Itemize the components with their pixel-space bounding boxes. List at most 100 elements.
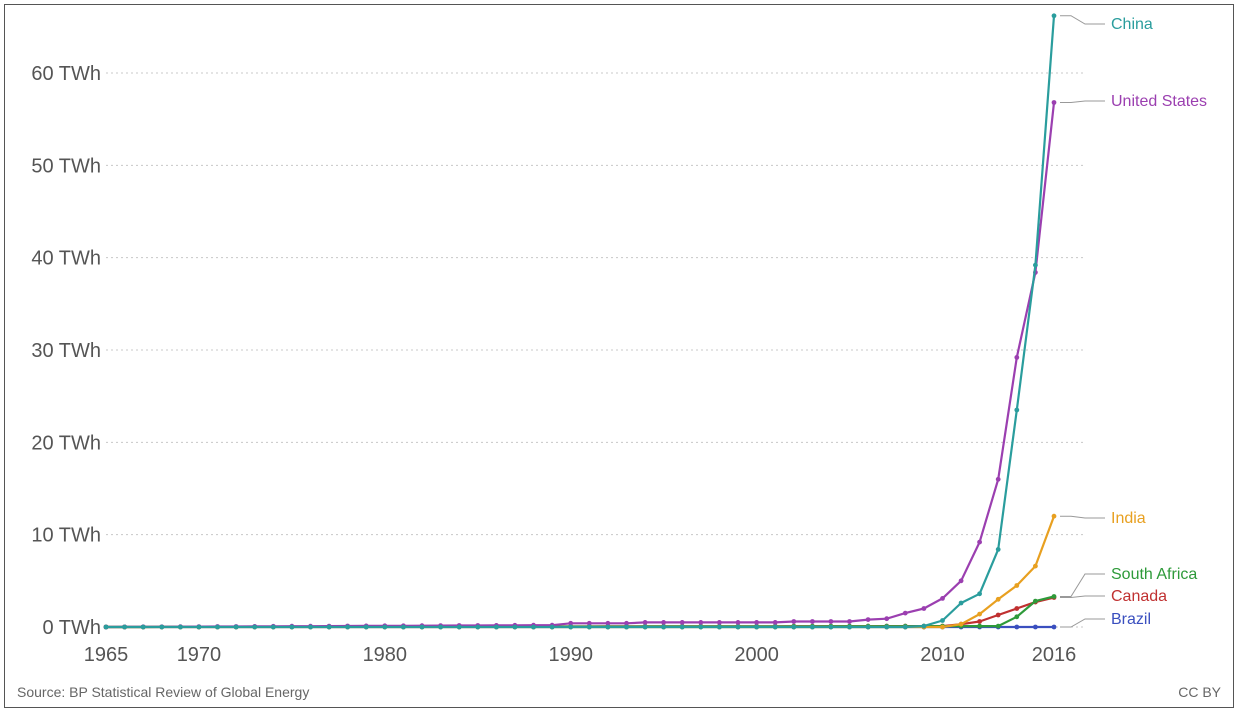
data-point <box>977 611 982 617</box>
data-point <box>605 620 611 626</box>
data-point <box>995 596 1001 602</box>
data-point <box>1014 614 1020 620</box>
data-point <box>679 620 685 625</box>
data-point <box>921 606 927 611</box>
y-axis-ticks: 0 TWh 10 TWh 20 TWh 30 TWh 40 TWh 50 TWh 60 TW… <box>31 63 101 639</box>
data-point <box>345 624 350 630</box>
data-point <box>1051 100 1057 105</box>
data-point <box>1014 355 1020 360</box>
data-point <box>661 624 666 630</box>
data-point <box>326 624 332 630</box>
series-label: China <box>1111 16 1153 33</box>
data-point <box>902 610 908 616</box>
y-tick-label: 0 TWh <box>42 617 101 639</box>
label-leader-line <box>1060 573 1105 598</box>
data-point <box>884 624 890 630</box>
data-point <box>568 624 574 630</box>
data-point <box>289 624 295 630</box>
data-point <box>995 612 1001 618</box>
data-point <box>363 624 369 630</box>
y-tick-label: 20 TWh <box>31 432 101 454</box>
series-labels: China United States India South Africa Canad… <box>1060 15 1207 628</box>
y-tick-label: 60 TWh <box>31 63 101 85</box>
data-point <box>1014 583 1020 588</box>
series-china <box>103 13 1057 630</box>
data-point <box>921 623 927 629</box>
series-line <box>105 102 1056 629</box>
data-point <box>1014 407 1020 413</box>
y-tick-label: 10 TWh <box>31 525 101 547</box>
data-point <box>1014 624 1020 630</box>
data-point <box>605 624 611 630</box>
data-point <box>791 624 797 630</box>
y-tick-label: 30 TWh <box>31 340 101 362</box>
data-point <box>1014 606 1020 611</box>
data-point <box>140 624 146 630</box>
data-point <box>308 624 313 630</box>
data-point <box>958 600 964 606</box>
data-point <box>940 618 945 623</box>
data-point <box>1033 563 1038 569</box>
data-point <box>586 624 592 630</box>
data-point <box>754 620 759 625</box>
data-point <box>847 619 852 624</box>
data-point <box>196 624 202 630</box>
data-point <box>475 624 481 630</box>
label-leader-line <box>1060 15 1105 25</box>
data-point <box>679 624 685 630</box>
x-tick-label: 2010 <box>920 644 965 666</box>
data-point <box>735 620 741 625</box>
label-leader-line <box>1060 595 1105 598</box>
data-point <box>382 624 388 630</box>
data-point <box>847 624 852 630</box>
data-point <box>1033 598 1038 604</box>
data-point <box>624 620 629 626</box>
data-point <box>995 623 1001 629</box>
data-point <box>865 624 871 630</box>
data-point <box>1051 513 1057 519</box>
x-tick-label: 1990 <box>548 644 593 666</box>
data-point <box>995 547 1001 552</box>
data-point <box>494 624 499 630</box>
data-point <box>977 539 982 545</box>
data-point <box>642 620 648 625</box>
series-united-states <box>103 100 1057 630</box>
y-tick-label: 40 TWh <box>31 248 101 270</box>
data-point <box>902 624 908 630</box>
chart-frame: 0 TWh 10 TWh 20 TWh 30 TWh 40 TWh 50 TWh 60 TW… <box>4 4 1234 708</box>
data-point <box>828 619 834 624</box>
data-point <box>772 624 778 630</box>
x-tick-label: 1970 <box>177 644 222 666</box>
data-point <box>717 624 722 630</box>
data-point <box>252 624 258 630</box>
x-tick-label: 1980 <box>363 644 408 666</box>
data-point <box>735 624 741 630</box>
y-tick-label: 50 TWh <box>31 155 101 177</box>
data-point <box>940 624 945 630</box>
data-point <box>270 624 276 630</box>
x-tick-label: 2016 <box>1032 644 1077 666</box>
data-point <box>1033 262 1038 268</box>
data-point <box>958 578 964 584</box>
data-point <box>884 616 890 622</box>
data-point <box>661 620 666 625</box>
data-point <box>549 624 555 630</box>
data-point <box>419 624 425 630</box>
data-point <box>215 624 220 630</box>
x-tick-label: 2000 <box>734 644 779 666</box>
x-axis-ticks: 1965 1970 1980 1990 2000 2010 2016 <box>84 644 1077 666</box>
data-point <box>828 624 834 630</box>
gridlines <box>106 72 1084 628</box>
data-point <box>103 624 109 630</box>
source-note: Source: BP Statistical Review of Global … <box>17 684 309 700</box>
series-line <box>106 15 1056 629</box>
data-point <box>438 624 443 630</box>
data-point <box>1033 624 1038 630</box>
data-point <box>456 624 462 630</box>
data-point <box>717 620 722 625</box>
license-note: CC BY <box>1178 684 1221 700</box>
data-point <box>624 624 629 630</box>
line-chart: 0 TWh 10 TWh 20 TWh 30 TWh 40 TWh 50 TWh 60 TW… <box>17 13 1222 700</box>
data-point <box>178 624 183 630</box>
data-point <box>568 620 574 626</box>
